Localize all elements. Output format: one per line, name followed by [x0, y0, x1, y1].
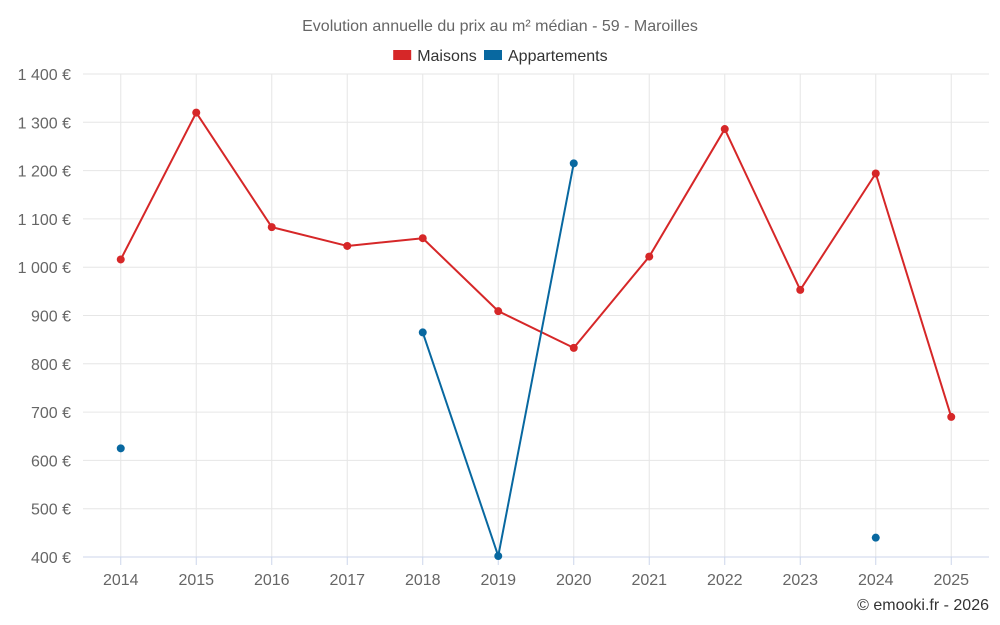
y-tick-label: 800 € — [31, 357, 71, 374]
data-point-appartements-2020[interactable] — [569, 159, 578, 168]
data-point-maisons-2020[interactable] — [569, 343, 578, 352]
plot-area — [116, 108, 956, 561]
grid — [83, 73, 989, 558]
y-tick-label: 700 € — [31, 405, 71, 422]
legend: Maisons Appartements — [393, 48, 608, 65]
data-point-maisons-2025[interactable] — [947, 412, 956, 421]
legend-item-appartements[interactable]: Appartements — [484, 48, 608, 65]
data-point-maisons-2022[interactable] — [720, 125, 729, 134]
data-point-maisons-2014[interactable] — [116, 255, 125, 264]
data-point-maisons-2016[interactable] — [267, 223, 276, 232]
x-tick-label: 2018 — [405, 572, 441, 589]
y-tick-label: 600 € — [31, 453, 71, 470]
x-tick-label: 2017 — [329, 572, 365, 589]
y-tick-label: 900 € — [31, 309, 71, 326]
series-maisons — [116, 108, 956, 421]
data-point-maisons-2015[interactable] — [192, 108, 201, 117]
legend-label: Maisons — [417, 48, 477, 65]
data-point-appartements-2014[interactable] — [116, 444, 125, 453]
credit-text: © emooki.fr - 2026 — [857, 597, 989, 614]
x-tick-label: 2023 — [782, 572, 818, 589]
data-point-maisons-2018[interactable] — [418, 234, 427, 243]
y-tick-label: 1 300 € — [18, 115, 71, 132]
x-tick-label: 2025 — [933, 572, 969, 589]
data-point-maisons-2017[interactable] — [343, 241, 352, 250]
y-tick-label: 500 € — [31, 502, 71, 519]
data-point-appartements-2019[interactable] — [494, 552, 503, 561]
data-point-appartements-2018[interactable] — [418, 328, 427, 337]
x-tick-label: 2014 — [103, 572, 139, 589]
data-point-maisons-2024[interactable] — [871, 169, 880, 178]
legend-swatch — [484, 50, 502, 60]
x-axis: 2014 2015 2016 2017 2018 2019 2020 2021 2022 2023… — [83, 556, 989, 589]
x-tick-label: 2019 — [480, 572, 516, 589]
y-tick-label: 1 200 € — [18, 164, 71, 181]
x-tick-label: 2021 — [631, 572, 667, 589]
data-point-maisons-2021[interactable] — [645, 252, 654, 261]
x-tick-label: 2024 — [858, 572, 894, 589]
y-tick-label: 1 400 € — [18, 67, 71, 84]
data-point-maisons-2019[interactable] — [494, 307, 503, 316]
chart-title: Evolution annuelle du prix au m² médian … — [302, 18, 698, 35]
data-point-maisons-2023[interactable] — [796, 285, 805, 294]
series-line — [119, 111, 953, 418]
y-tick-label: 400 € — [31, 550, 71, 567]
x-tick-label: 2016 — [254, 572, 290, 589]
legend-item-maisons[interactable]: Maisons — [393, 48, 477, 65]
legend-label: Appartements — [508, 48, 608, 65]
x-tick-label: 2022 — [707, 572, 743, 589]
x-tick-label: 2020 — [556, 572, 592, 589]
y-tick-label: 1 100 € — [18, 212, 71, 229]
y-axis: 400 € 500 € 600 € 700 € 800 € 900 € 1 000 € 1 1… — [18, 67, 71, 567]
x-tick-label: 2015 — [178, 572, 214, 589]
legend-swatch — [393, 50, 412, 60]
data-point-appartements-2024[interactable] — [871, 533, 880, 542]
y-tick-label: 1 000 € — [18, 260, 71, 277]
series-appartements — [116, 159, 880, 561]
